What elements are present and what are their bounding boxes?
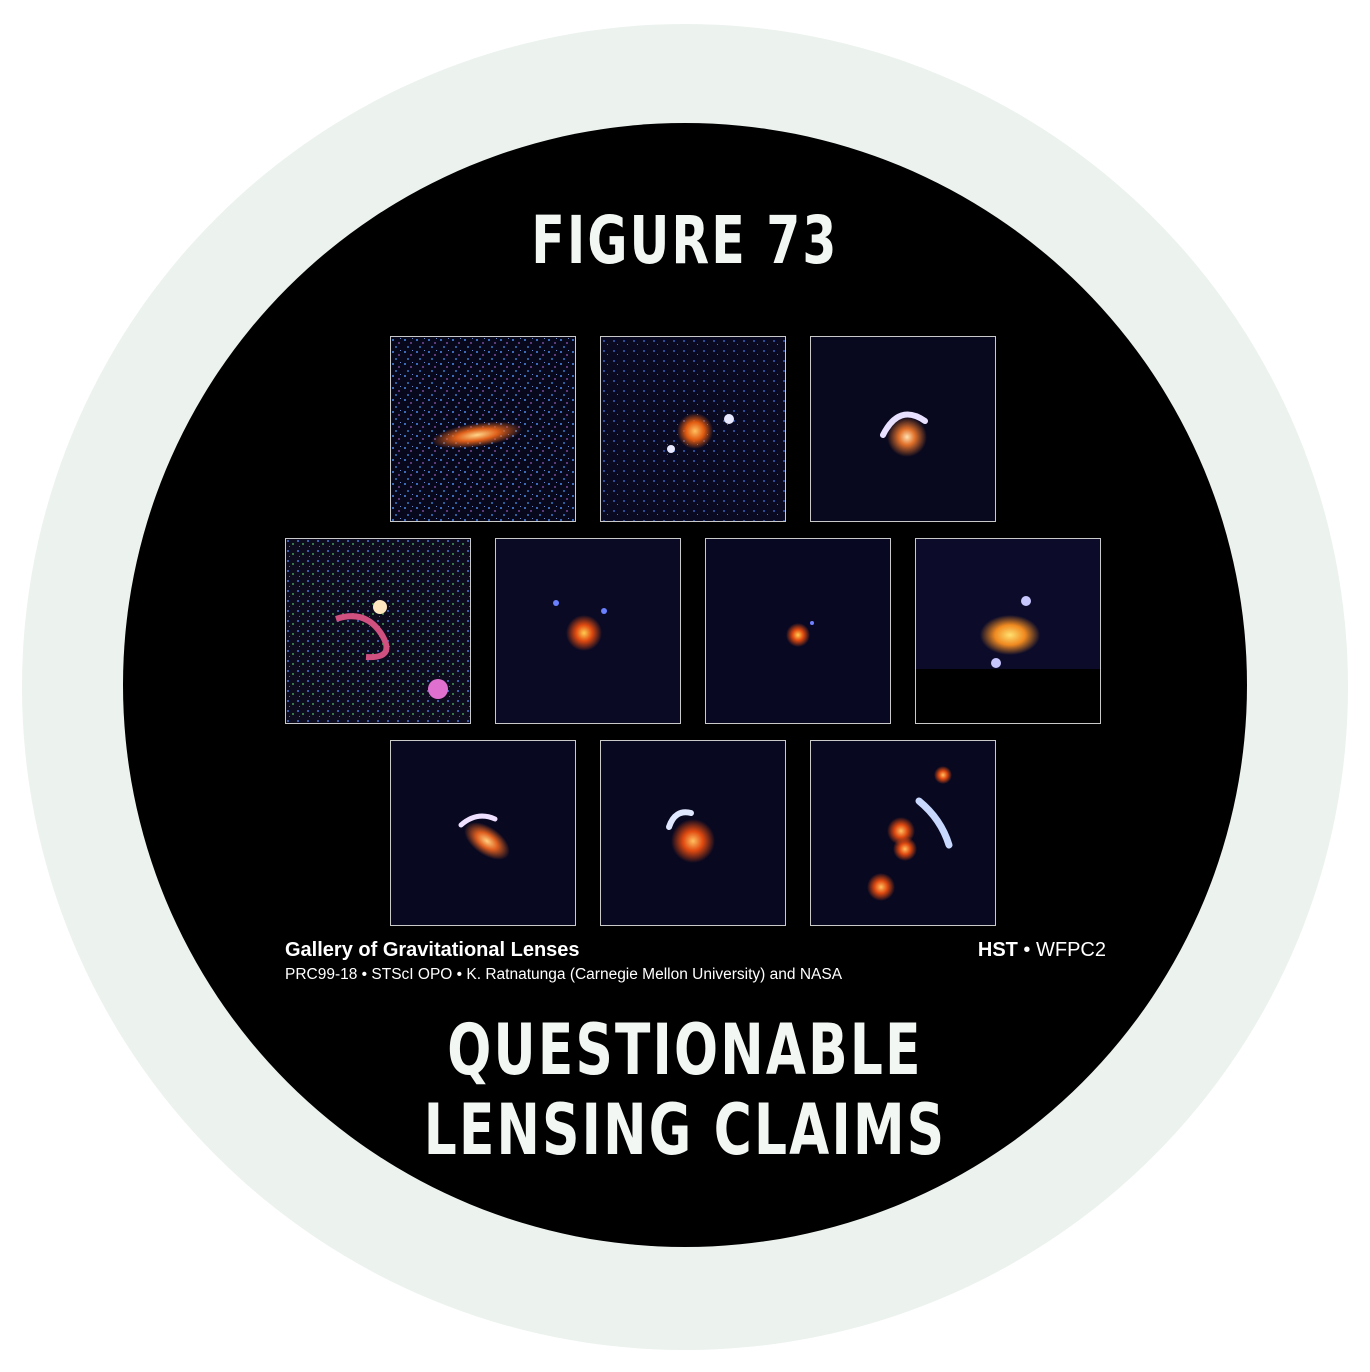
lens-image-1	[390, 336, 576, 522]
quad-lens-image	[601, 337, 785, 521]
headline: QUESTIONABLE LENSING CLAIMS	[178, 1010, 1192, 1170]
instrument-label: HST	[977, 939, 1018, 961]
lens-gallery: Gallery of Gravitational Lenses PRC99-18…	[278, 326, 1114, 990]
double-lens-image	[496, 539, 680, 723]
noisy-galaxy-image	[391, 337, 575, 521]
lens-image-5	[495, 538, 681, 724]
lens-image-3	[810, 336, 996, 522]
headline-line-2: LENSING CLAIMS	[423, 1089, 947, 1171]
lens-image-10	[810, 740, 996, 926]
camera-label: • WFPC2	[1017, 939, 1106, 961]
lens-image-7	[915, 538, 1101, 724]
headline-line-1: QUESTIONABLE	[447, 1009, 923, 1091]
lens-image-4	[285, 538, 471, 724]
arc-lens-image	[811, 337, 995, 521]
lens-image-9	[600, 740, 786, 926]
compact-lens-image	[706, 539, 890, 723]
multi-source-lens-image	[811, 741, 995, 925]
lens-image-8	[390, 740, 576, 926]
arc-lens-image	[601, 741, 785, 925]
lens-image-6	[705, 538, 891, 724]
gallery-caption-title: Gallery of Gravitational Lenses	[285, 939, 580, 961]
tilted-lens-image	[391, 741, 575, 925]
distorted-lens-image	[286, 539, 470, 723]
figure-title: FIGURE 73	[531, 202, 839, 279]
gallery-caption-instrument: HST • WFPC2	[978, 938, 1106, 962]
lens-image-2	[600, 336, 786, 522]
gallery-caption-credit: PRC99-18 • STScI OPO • K. Ratnatunga (Ca…	[285, 966, 843, 983]
elliptical-lens-image	[916, 539, 1100, 723]
